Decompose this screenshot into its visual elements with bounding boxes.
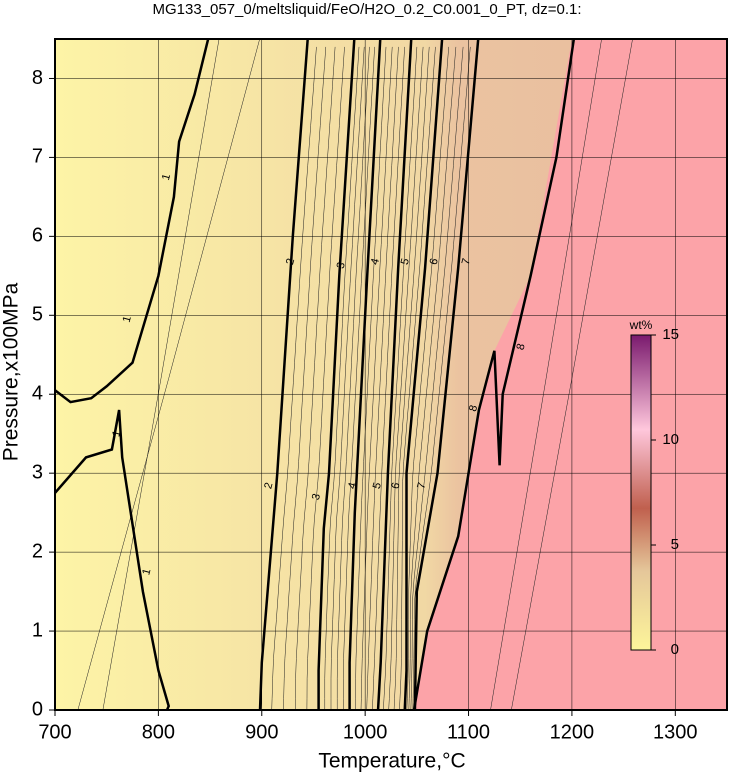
minor-contour — [388, 46, 424, 710]
contour-label: 7 — [415, 481, 428, 490]
minor-contour — [399, 46, 436, 710]
x-tick-label: 900 — [245, 721, 278, 743]
contour-label: 7 — [460, 257, 473, 266]
minor-contour — [294, 46, 336, 710]
minor-contour — [336, 46, 370, 710]
contour-line — [412, 39, 576, 710]
minor-contour — [408, 46, 457, 710]
contour-label: 8 — [467, 404, 480, 413]
contour-label: 8 — [515, 342, 528, 351]
minor-contour — [324, 46, 360, 710]
contour-label: 1 — [140, 567, 153, 576]
x-tick-label: 1000 — [343, 721, 388, 743]
minor-contour — [360, 46, 393, 710]
minor-contour — [372, 46, 405, 710]
y-tick-label: 1 — [32, 619, 43, 641]
minor-contour — [283, 46, 327, 710]
x-axis-label: Temperature,°C — [318, 750, 465, 773]
y-axis-label: Pressure,x100MPa — [0, 282, 23, 461]
minor-contour — [77, 39, 260, 710]
minor-contour — [490, 39, 602, 710]
contour-label: 2 — [262, 481, 275, 490]
colorbar-tick-label: 0 — [671, 641, 679, 658]
colorbar — [630, 334, 652, 651]
contour-label: 5 — [399, 257, 412, 266]
contour-line — [55, 409, 171, 710]
minor-contour — [355, 46, 387, 710]
y-tick-label: 4 — [32, 383, 43, 405]
minor-contour — [343, 46, 375, 710]
y-tick-label: 2 — [32, 540, 43, 562]
contour-label: 4 — [369, 257, 382, 266]
minor-contour — [393, 46, 430, 710]
x-tick-label: 1100 — [447, 721, 490, 743]
contour-label: 3 — [310, 492, 323, 501]
y-tick-label: 0 — [32, 698, 43, 720]
x-tick-label: 1200 — [550, 721, 595, 743]
colorbar-tick-label: 10 — [662, 431, 679, 448]
minor-contour — [271, 46, 317, 710]
contour-label: 5 — [371, 481, 384, 490]
contour-label: 6 — [389, 481, 402, 490]
minor-contour — [406, 46, 449, 710]
contour-label: 1 — [121, 315, 134, 324]
contour-label: 4 — [346, 481, 359, 490]
colorbar-tick-label: 15 — [662, 326, 679, 343]
minor-contour — [102, 39, 220, 710]
colorbar-label: wt% — [629, 318, 653, 332]
axes: 700 800 900 1000 1100 1200 1300012345678wt%051… — [32, 38, 728, 743]
x-tick-label: 700 — [38, 721, 71, 743]
contour-label: 6 — [428, 257, 441, 266]
x-tick-label: 1300 — [653, 721, 698, 743]
minor-contour — [366, 46, 399, 710]
contour-line — [348, 39, 382, 710]
y-tick-label: 7 — [32, 146, 43, 168]
minor-contour — [306, 46, 345, 710]
x-tick-label: 800 — [142, 721, 175, 743]
y-tick-label: 6 — [32, 225, 43, 247]
plot-frame — [54, 38, 728, 711]
contour-label: 1 — [110, 429, 123, 438]
minor-contour — [412, 46, 471, 710]
y-tick-label: 5 — [32, 304, 43, 326]
colorbar-tick-label: 5 — [671, 536, 679, 553]
y-tick-label: 3 — [32, 461, 43, 483]
minor-contour — [330, 46, 365, 710]
y-tick-label: 8 — [32, 67, 43, 89]
minor-contour — [410, 46, 464, 710]
contour-label: 3 — [335, 261, 348, 270]
contour-line — [317, 39, 356, 710]
chart-title: MG133_057_0/meltsliquid/FeO/H2O_0.2_C0.0… — [152, 1, 581, 18]
minor-contour — [383, 46, 418, 710]
contour-label: 1 — [160, 173, 173, 182]
contour-line — [55, 39, 210, 404]
contour-label: 2 — [284, 257, 297, 266]
